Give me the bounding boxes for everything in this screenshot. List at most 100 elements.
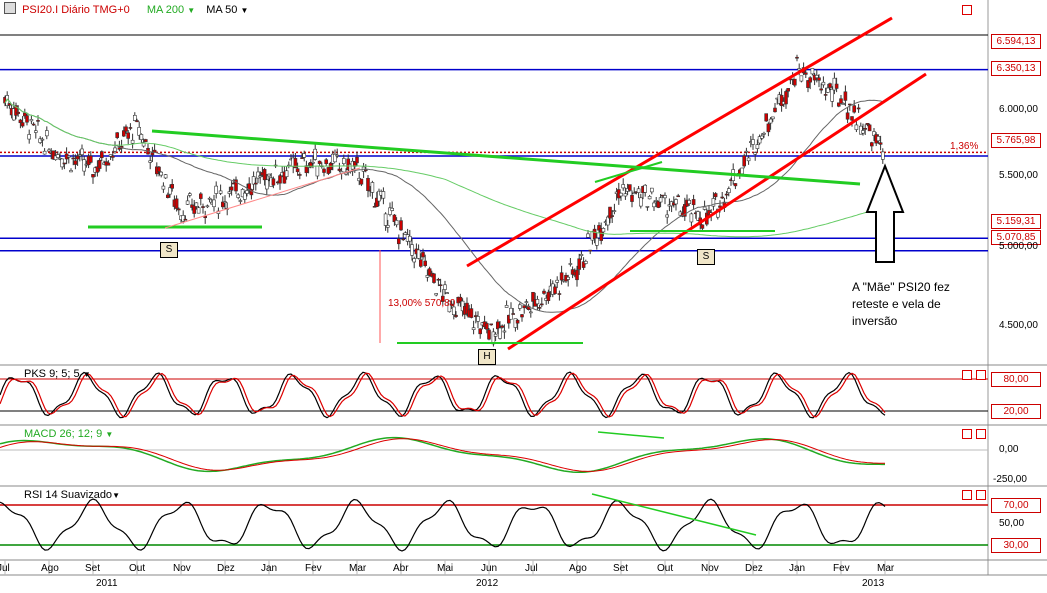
candle-body [733,183,738,187]
candle-body [71,157,75,160]
maximize-icon[interactable] [962,429,972,439]
candle-body [31,123,36,126]
measure-annotation: 13,00% 570,80 [388,298,456,309]
candle-body [267,173,271,177]
candle-body [784,91,788,105]
candle-body [333,153,337,163]
candle-body [674,199,678,205]
candle-body [608,206,612,219]
candle-body [652,202,656,208]
candle-body [122,130,126,137]
candle-body [542,290,546,294]
candle-body [636,188,641,193]
candle-body [47,149,51,152]
price-tick: 4.500,00 [999,320,1038,331]
candle-body [597,225,601,231]
candle-body [44,130,49,137]
close-icon[interactable] [976,370,986,380]
candle-body [577,258,582,270]
candle-body [282,171,287,184]
symbol-label[interactable]: PSI20.I Diário TMG+0 [22,4,130,16]
candle-body [471,327,476,330]
candle-body [484,323,489,330]
candle-body [880,151,885,160]
close-icon[interactable] [976,490,986,500]
candle-body [850,116,854,121]
chevron-down-icon[interactable]: ▼ [105,430,114,439]
month-label: Set [613,563,629,574]
candle-body [478,328,483,335]
chevron-down-icon[interactable]: ▼ [240,6,249,15]
macd-label[interactable]: MACD 26; 12; 9 ▼ [24,428,114,440]
candle-body [51,150,56,160]
candle-body [297,174,302,176]
candle-body [726,188,731,193]
candle-body [696,211,700,221]
candle-body [359,178,364,185]
macd-line [0,436,885,474]
maximize-icon[interactable] [962,5,972,15]
candle-body [553,286,557,294]
pks-upper-box: 80,00 [991,372,1041,387]
candle-body [308,162,313,168]
candle-body [878,142,883,145]
candle-body [792,78,797,86]
candle-body [559,272,564,281]
candle-body [150,152,155,156]
macd-trend-line [597,431,665,439]
candle-body [810,68,815,75]
month-label: Jan [789,563,806,574]
candle-body [396,238,401,245]
candle-body [192,205,196,214]
ma50-label[interactable]: MA 50 [206,4,238,16]
chevron-down-icon[interactable]: ▼ [187,6,196,15]
pks-label[interactable]: PKS 9; 5; 5 ▼ [24,368,91,380]
maximize-icon[interactable] [962,490,972,500]
candle-body [427,268,432,276]
candle-body [214,185,218,194]
candle-body [451,306,456,315]
candle-body [113,147,117,152]
candle-body [256,171,260,179]
candle-body [161,185,166,190]
pct-label: 1,36% [950,141,979,152]
candle-body [489,323,494,326]
rsi-label[interactable]: RSI 14 Suavizado▼ [24,489,120,501]
candle-body [632,192,637,195]
candle-body [238,200,243,202]
candle-body [335,154,340,157]
maximize-icon[interactable] [962,370,972,380]
chevron-down-icon[interactable]: ▼ [82,370,91,379]
candle-body [137,127,141,136]
candle-body [67,155,71,158]
candle-body [388,207,392,215]
close-icon[interactable] [976,429,986,439]
candle-body [181,215,185,222]
candle-body [630,194,634,202]
candle-body [502,330,507,333]
candle-body [770,116,775,120]
candle-body [423,260,428,266]
candle-body [126,132,130,139]
candle-body [174,198,179,209]
candle-body [856,107,861,110]
channel-lower-line [507,72,927,351]
ma200-label[interactable]: MA 200 [146,4,185,16]
candle-body [394,220,399,226]
candle-body [18,119,23,124]
right-shoulder-label: S [697,249,715,265]
candle-body [676,195,681,198]
chevron-down-icon[interactable]: ▼ [112,491,120,500]
candle-body [592,228,597,239]
candle-body [493,333,498,337]
candle-body [249,189,254,196]
candle-body [159,171,163,176]
candle-body [599,228,604,241]
candle-body [425,275,430,278]
candle-body [130,139,135,144]
month-label: Fev [305,563,322,574]
candle-body [401,238,406,241]
head-label: H [478,349,496,365]
candle-body [449,303,454,306]
candle-body [658,197,663,203]
